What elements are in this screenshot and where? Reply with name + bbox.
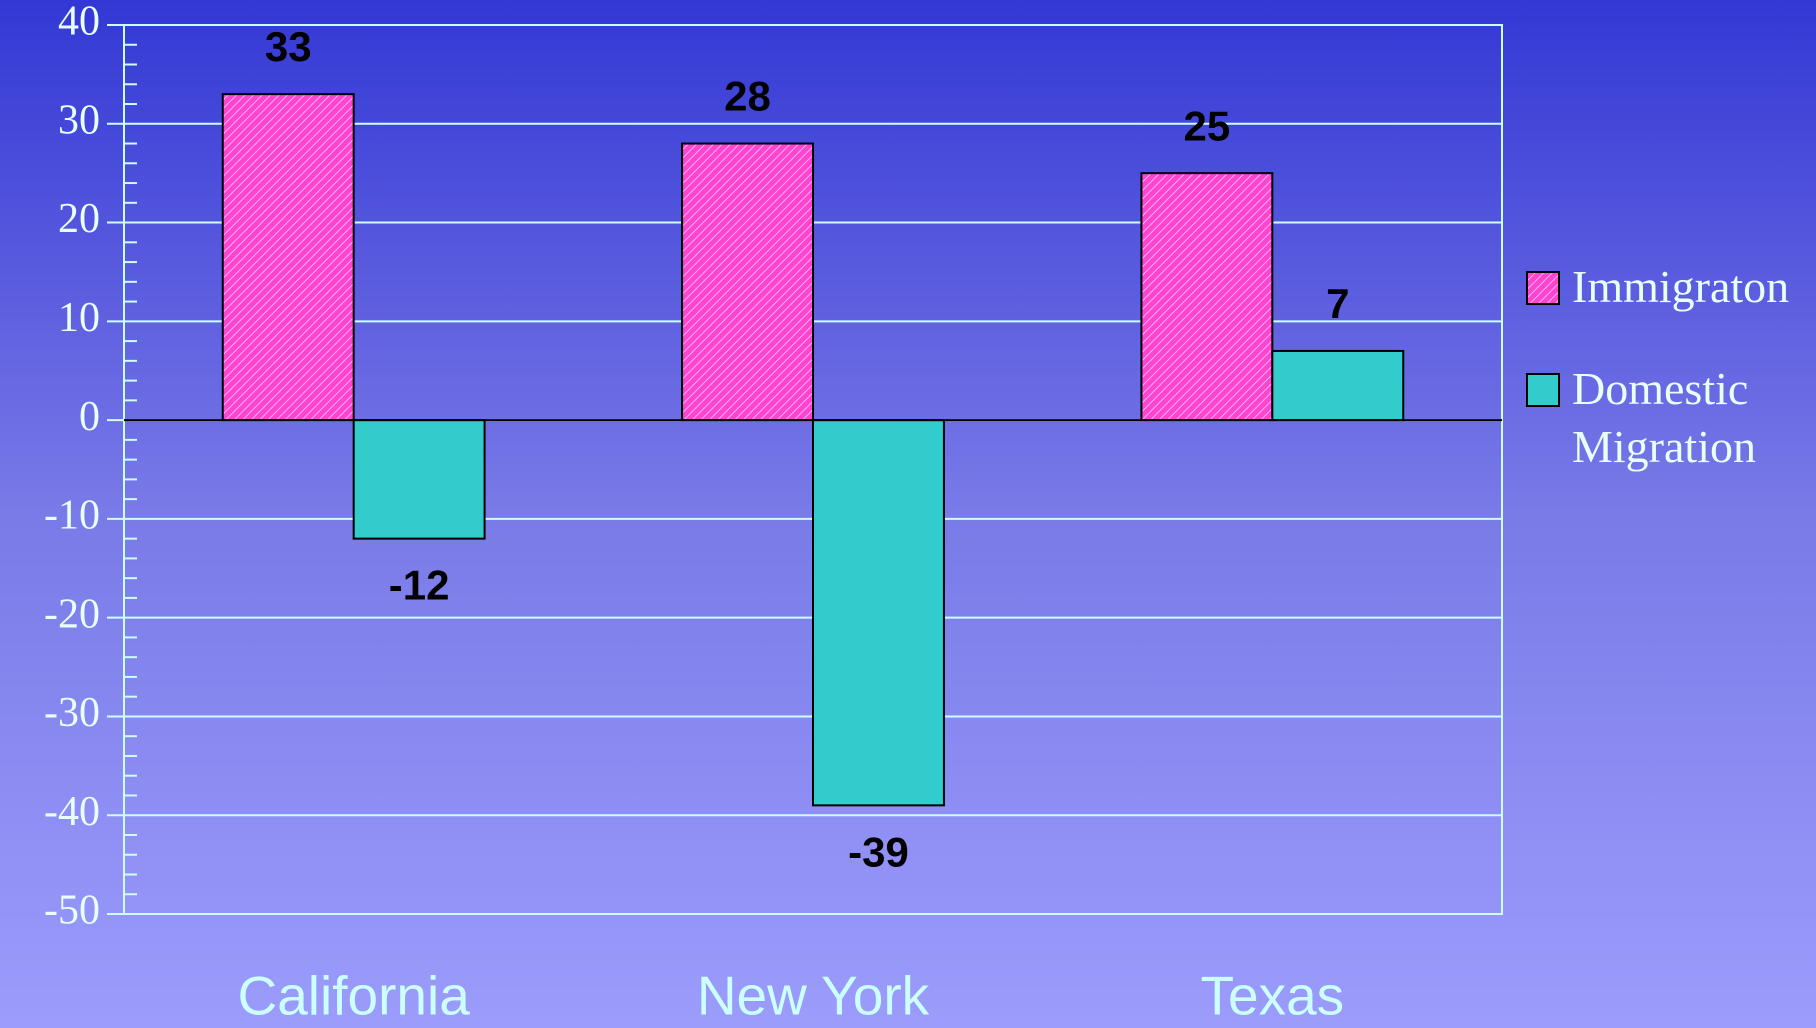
y-tick-label: -20 (44, 591, 100, 637)
data-label: 7 (1326, 280, 1349, 327)
legend-swatch (1526, 271, 1560, 305)
y-tick-label: -10 (44, 493, 100, 539)
data-label: -39 (848, 828, 909, 875)
y-tick-label: -40 (44, 789, 100, 835)
x-tick-label: New York (697, 965, 930, 1027)
y-tick-label: -30 (44, 690, 100, 736)
bar (812, 419, 945, 807)
legend-label: Immigraton (1572, 261, 1790, 312)
bar (1140, 172, 1274, 422)
y-tick-label: 0 (79, 394, 100, 440)
legend-swatch (1526, 373, 1560, 407)
legend-label: Domestic Migration (1572, 363, 1756, 472)
y-tick-label: 40 (58, 0, 100, 45)
data-label: 33 (265, 23, 312, 70)
data-label: 25 (1184, 102, 1231, 149)
bar (352, 419, 486, 540)
data-label: 28 (724, 73, 771, 120)
x-tick-label: California (238, 965, 471, 1027)
bar (1271, 349, 1405, 422)
y-tick-label: 30 (58, 97, 100, 143)
bar (221, 93, 355, 422)
y-tick-label: -50 (44, 888, 100, 934)
x-tick-label: Texas (1200, 965, 1344, 1027)
y-tick-label: 20 (58, 196, 100, 242)
data-label: -12 (389, 562, 450, 609)
bar (681, 142, 815, 422)
y-tick-label: 10 (58, 295, 100, 341)
